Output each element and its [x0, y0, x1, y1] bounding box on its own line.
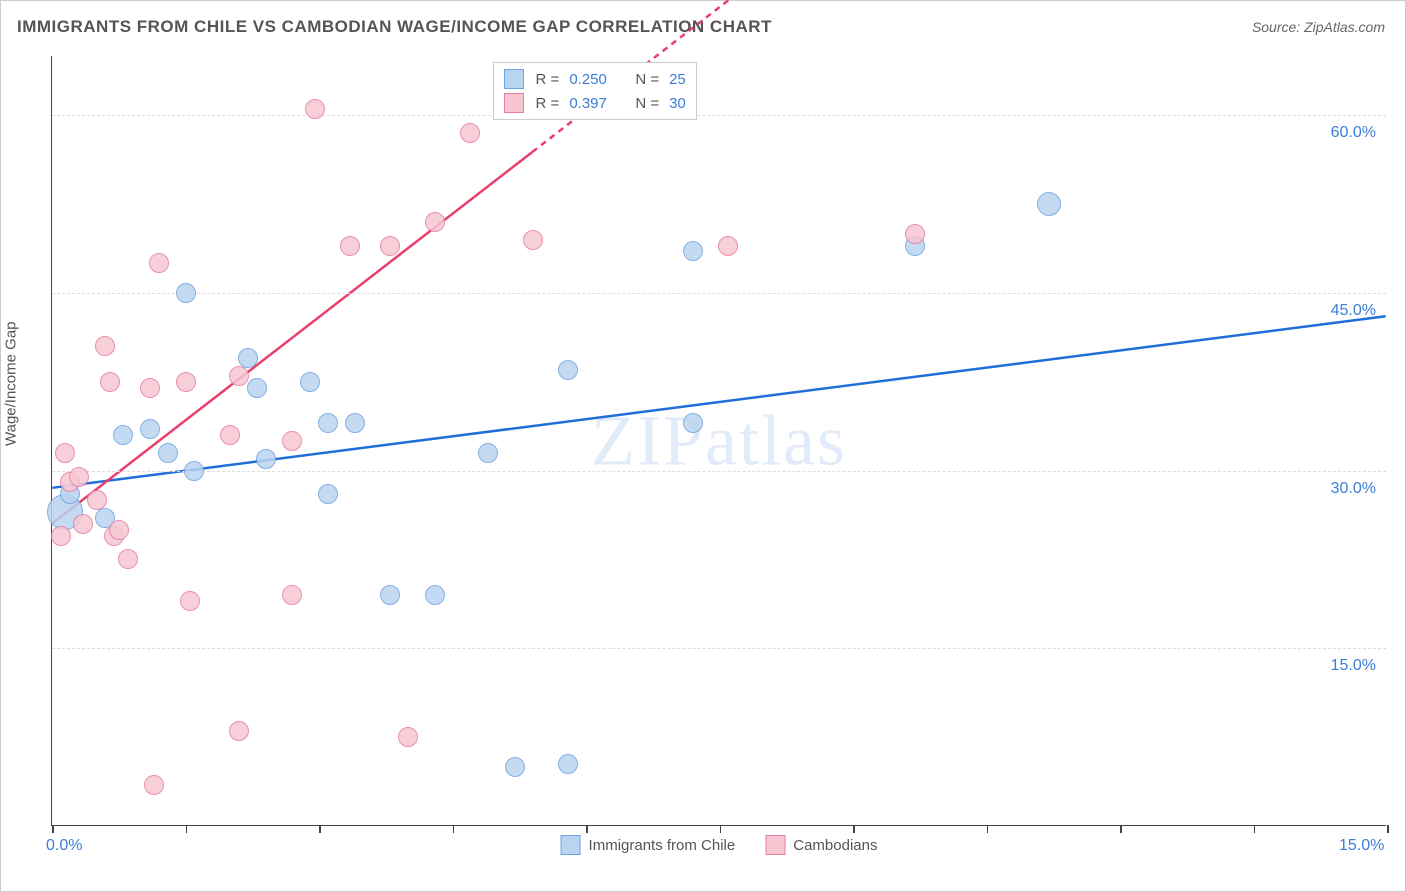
scatter-point — [558, 360, 578, 380]
scatter-point — [140, 378, 160, 398]
x-tick-mark — [720, 825, 722, 833]
scatter-point — [683, 413, 703, 433]
legend-series-name: Cambodians — [793, 837, 877, 854]
legend-swatch — [504, 69, 524, 89]
scatter-point — [460, 123, 480, 143]
x-tick-mark — [52, 825, 54, 833]
legend-r-value: 0.250 — [569, 71, 617, 88]
legend-n-value: 25 — [669, 71, 686, 88]
scatter-point — [118, 549, 138, 569]
scatter-point — [718, 236, 738, 256]
scatter-point — [113, 425, 133, 445]
scatter-point — [1037, 192, 1061, 216]
y-tick-label: 30.0% — [1331, 480, 1376, 498]
gridline — [52, 471, 1386, 472]
legend-swatch — [561, 835, 581, 855]
gridline — [52, 648, 1386, 649]
scatter-point — [318, 413, 338, 433]
legend-r-label: R = — [536, 71, 560, 88]
scatter-point — [318, 484, 338, 504]
scatter-point — [282, 431, 302, 451]
scatter-point — [87, 490, 107, 510]
series-legend: Immigrants from Chile Cambodians — [561, 835, 878, 855]
scatter-point — [398, 727, 418, 747]
trend-line — [52, 152, 532, 523]
legend-swatch — [504, 93, 524, 113]
scatter-point — [109, 520, 129, 540]
scatter-point — [220, 425, 240, 445]
gridline — [52, 115, 1386, 116]
x-tick-mark — [1387, 825, 1389, 833]
y-axis-label: Wage/Income Gap — [3, 321, 20, 446]
x-tick-mark — [453, 825, 455, 833]
correlation-legend: R = 0.250 N = 25 R = 0.397 N = 30 — [493, 62, 697, 120]
scatter-point — [282, 585, 302, 605]
x-tick-mark — [987, 825, 989, 833]
y-tick-label: 15.0% — [1331, 657, 1376, 675]
scatter-point — [158, 443, 178, 463]
scatter-point — [505, 757, 525, 777]
y-tick-label: 60.0% — [1331, 124, 1376, 142]
scatter-point — [95, 336, 115, 356]
legend-series-name: Immigrants from Chile — [589, 837, 736, 854]
x-tick-mark — [186, 825, 188, 833]
legend-n-value: 30 — [669, 95, 686, 112]
scatter-point — [180, 591, 200, 611]
scatter-point — [305, 99, 325, 119]
y-tick-label: 45.0% — [1331, 302, 1376, 320]
scatter-point — [256, 449, 276, 469]
scatter-point — [340, 236, 360, 256]
watermark: ZIPatlas — [591, 399, 847, 482]
scatter-point — [683, 241, 703, 261]
legend-swatch — [765, 835, 785, 855]
legend-item: Cambodians — [765, 835, 877, 855]
scatter-point — [184, 461, 204, 481]
legend-item: Immigrants from Chile — [561, 835, 736, 855]
scatter-point — [478, 443, 498, 463]
scatter-point — [176, 372, 196, 392]
scatter-point — [425, 212, 445, 232]
scatter-point — [345, 413, 365, 433]
legend-n-label: N = — [635, 71, 659, 88]
legend-r-label: R = — [536, 95, 560, 112]
scatter-point — [380, 236, 400, 256]
scatter-point — [247, 378, 267, 398]
scatter-point — [55, 443, 75, 463]
legend-row: R = 0.397 N = 30 — [504, 91, 686, 115]
x-tick-mark — [319, 825, 321, 833]
scatter-point — [73, 514, 93, 534]
scatter-point — [69, 467, 89, 487]
scatter-point — [100, 372, 120, 392]
x-tick-mark — [1254, 825, 1256, 833]
trend-lines-layer — [52, 56, 1386, 825]
x-tick-mark — [586, 825, 588, 833]
scatter-point — [229, 366, 249, 386]
scatter-point — [905, 224, 925, 244]
source-label: Source: ZipAtlas.com — [1252, 19, 1385, 35]
scatter-point — [176, 283, 196, 303]
scatter-point — [425, 585, 445, 605]
scatter-point — [300, 372, 320, 392]
scatter-point — [523, 230, 543, 250]
legend-n-label: N = — [635, 95, 659, 112]
trend-line — [52, 316, 1385, 488]
legend-r-value: 0.397 — [569, 95, 617, 112]
plot-area: ZIPatlas 15.0%30.0%45.0%60.0%0.0%15.0%R … — [51, 56, 1386, 826]
x-tick-label: 15.0% — [1339, 837, 1384, 855]
scatter-point — [558, 754, 578, 774]
gridline — [52, 293, 1386, 294]
scatter-point — [140, 419, 160, 439]
x-tick-mark — [1120, 825, 1122, 833]
scatter-point — [144, 775, 164, 795]
chart-container: IMMIGRANTS FROM CHILE VS CAMBODIAN WAGE/… — [0, 0, 1406, 892]
x-tick-mark — [853, 825, 855, 833]
chart-title: IMMIGRANTS FROM CHILE VS CAMBODIAN WAGE/… — [17, 17, 772, 37]
scatter-point — [149, 253, 169, 273]
legend-row: R = 0.250 N = 25 — [504, 67, 686, 91]
scatter-point — [380, 585, 400, 605]
scatter-point — [229, 721, 249, 741]
scatter-point — [51, 526, 71, 546]
x-tick-label: 0.0% — [46, 837, 82, 855]
